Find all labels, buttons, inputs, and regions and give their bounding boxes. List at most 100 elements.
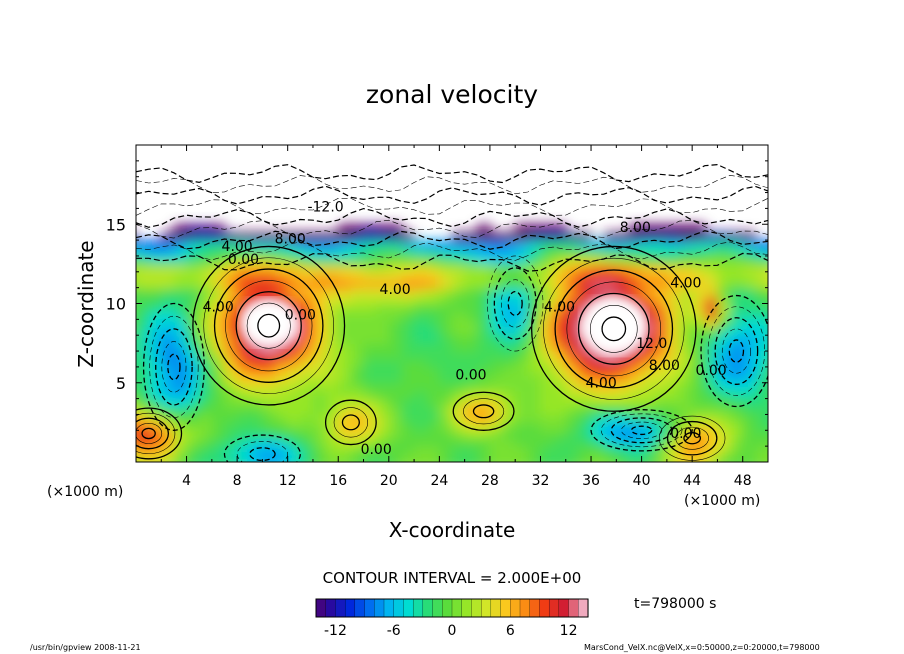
field-cell bbox=[262, 446, 276, 455]
field-cell bbox=[717, 271, 731, 281]
field-cell bbox=[363, 319, 378, 329]
field-cell bbox=[730, 303, 744, 313]
field-cell bbox=[477, 335, 491, 345]
colorbar-tick-label: -6 bbox=[387, 623, 401, 639]
field-cell bbox=[553, 414, 567, 424]
field-cell bbox=[388, 390, 403, 400]
colorbar-bin bbox=[315, 598, 327, 618]
field-cell bbox=[300, 295, 314, 305]
field-cell bbox=[287, 343, 302, 352]
contour-positive bbox=[225, 280, 313, 372]
field-cell bbox=[161, 295, 175, 305]
field-cell bbox=[755, 374, 768, 384]
field-cell bbox=[489, 351, 504, 360]
field-cell bbox=[388, 366, 403, 376]
field-cell bbox=[565, 374, 580, 384]
field-cell bbox=[174, 462, 188, 471]
field-cell bbox=[477, 311, 491, 321]
field-cell bbox=[186, 240, 201, 249]
field-cell bbox=[288, 462, 302, 471]
field-cell bbox=[666, 430, 681, 440]
field-cell bbox=[666, 343, 681, 352]
field-cell bbox=[401, 248, 415, 257]
field-cell bbox=[654, 462, 668, 471]
field-cell bbox=[363, 311, 378, 321]
field-cell bbox=[679, 232, 694, 242]
field-cell bbox=[161, 263, 175, 273]
field-cell bbox=[173, 271, 188, 281]
field-cell bbox=[249, 382, 264, 392]
field-cell bbox=[490, 462, 504, 471]
field-cell bbox=[338, 311, 352, 321]
field-cell bbox=[313, 248, 327, 257]
field-cell bbox=[136, 438, 137, 448]
field-cell bbox=[173, 255, 188, 265]
field-cell bbox=[464, 351, 479, 360]
field-cell bbox=[211, 414, 226, 424]
field-cell bbox=[136, 263, 137, 273]
field-cell bbox=[489, 406, 504, 416]
field-cell bbox=[730, 327, 744, 337]
field-cell bbox=[730, 366, 744, 376]
field-cell bbox=[515, 240, 529, 249]
field-cell bbox=[237, 263, 251, 273]
field-cell bbox=[654, 438, 668, 448]
field-cell bbox=[211, 240, 226, 249]
field-cell bbox=[704, 430, 719, 440]
field-cell bbox=[768, 399, 782, 408]
field-cell bbox=[439, 279, 453, 289]
field-cell bbox=[414, 240, 428, 249]
field-cell bbox=[679, 359, 694, 368]
field-cell bbox=[679, 422, 694, 432]
field-cell bbox=[350, 287, 365, 297]
contour-negative bbox=[493, 267, 537, 340]
field-cell bbox=[350, 382, 365, 392]
field-cell bbox=[692, 232, 706, 242]
field-cell bbox=[730, 240, 744, 249]
field-cell bbox=[338, 335, 352, 345]
field-cell bbox=[641, 232, 656, 242]
field-cell bbox=[338, 279, 352, 289]
field-cell bbox=[679, 240, 694, 249]
field-cell bbox=[666, 224, 681, 234]
field-cell bbox=[553, 382, 567, 392]
field-cell bbox=[199, 390, 213, 400]
field-cell bbox=[224, 271, 239, 281]
field-cell bbox=[338, 255, 352, 265]
field-cell bbox=[313, 422, 327, 432]
colorbar-bin bbox=[539, 598, 550, 618]
contour-negative bbox=[600, 413, 683, 448]
colorbar-bin bbox=[364, 598, 375, 618]
field-cell bbox=[742, 406, 757, 416]
field-cell bbox=[515, 335, 529, 345]
field-cell bbox=[414, 438, 428, 448]
field-cell bbox=[717, 390, 731, 400]
field-cell bbox=[186, 351, 201, 360]
field-cell bbox=[768, 296, 782, 305]
field-cell bbox=[527, 224, 542, 234]
field-cell bbox=[338, 287, 352, 297]
contour-positive bbox=[136, 423, 163, 444]
field-cell bbox=[755, 454, 768, 462]
field-cell bbox=[565, 287, 580, 297]
field-cell bbox=[211, 327, 226, 337]
field-cell bbox=[313, 295, 327, 305]
field-cell bbox=[527, 248, 542, 257]
field-cell bbox=[275, 398, 289, 408]
field-cell bbox=[313, 271, 327, 281]
field-cell bbox=[540, 374, 555, 384]
field-cell bbox=[211, 287, 226, 297]
contour-negative bbox=[728, 339, 745, 363]
field-cell bbox=[477, 366, 491, 376]
field-cell bbox=[173, 335, 188, 345]
field-cell bbox=[211, 351, 226, 360]
field-cell bbox=[388, 351, 403, 360]
field-cell bbox=[186, 374, 201, 384]
field-cell bbox=[553, 406, 567, 416]
field-cell bbox=[187, 462, 201, 471]
field-cell bbox=[768, 391, 782, 400]
field-cell bbox=[350, 263, 365, 273]
field-cell bbox=[705, 462, 719, 471]
field-cell bbox=[502, 319, 517, 329]
field-cell bbox=[616, 398, 630, 408]
